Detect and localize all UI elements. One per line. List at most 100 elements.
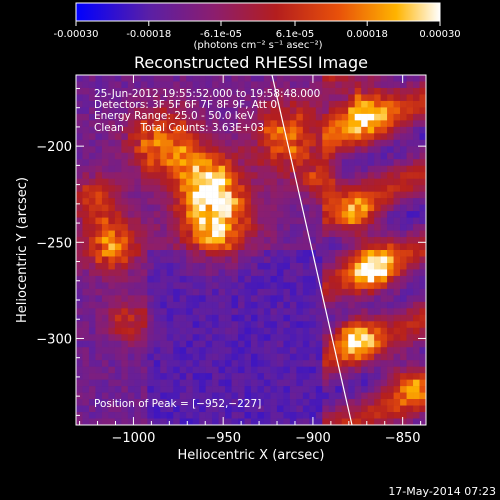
heatmap-cell bbox=[134, 321, 142, 329]
heatmap-cell bbox=[322, 243, 330, 251]
heatmap-cell bbox=[289, 81, 297, 89]
heatmap-cell bbox=[121, 87, 129, 95]
heatmap-cell bbox=[276, 334, 284, 342]
heatmap-cell bbox=[244, 379, 252, 387]
heatmap-cell bbox=[406, 308, 414, 316]
heatmap-cell bbox=[153, 191, 161, 199]
heatmap-cell bbox=[205, 269, 213, 277]
heatmap-cell bbox=[101, 360, 109, 367]
heatmap-cell bbox=[302, 185, 310, 192]
heatmap-cell bbox=[283, 262, 291, 270]
heatmap-cell bbox=[413, 165, 420, 173]
heatmap-cell bbox=[179, 87, 187, 95]
heatmap-cell bbox=[127, 295, 135, 303]
heatmap-cell bbox=[88, 87, 96, 95]
heatmap-cell bbox=[192, 288, 200, 296]
heatmap-cell bbox=[192, 353, 200, 361]
heatmap-cell bbox=[387, 256, 394, 264]
heatmap-cell bbox=[380, 399, 388, 406]
heatmap-cell bbox=[212, 327, 219, 335]
heatmap-cell bbox=[335, 347, 343, 354]
heatmap-cell bbox=[140, 327, 148, 335]
heatmap-cell bbox=[225, 250, 232, 257]
heatmap-cell bbox=[88, 347, 96, 354]
heatmap-cell bbox=[302, 75, 310, 82]
heatmap-cell bbox=[95, 321, 103, 329]
heatmap-cell bbox=[387, 269, 394, 277]
heatmap-cell bbox=[166, 269, 174, 277]
heatmap-cell bbox=[302, 340, 310, 348]
heatmap-cell bbox=[296, 327, 304, 335]
heatmap-cell bbox=[231, 250, 239, 257]
heatmap-cell bbox=[341, 256, 349, 264]
heatmap-cell bbox=[114, 379, 122, 387]
heatmap-cell bbox=[374, 282, 381, 290]
heatmap-cell bbox=[140, 133, 148, 141]
heatmap-cell bbox=[173, 120, 180, 128]
heatmap-cell bbox=[413, 172, 420, 179]
heatmap-cell bbox=[257, 269, 265, 277]
heatmap-cell bbox=[406, 360, 414, 367]
heatmap-cell bbox=[212, 347, 219, 354]
heatmap-cell bbox=[212, 243, 219, 251]
heatmap-cell bbox=[361, 178, 368, 186]
heatmap-cell bbox=[276, 262, 284, 270]
heatmap-cell bbox=[296, 178, 304, 186]
heatmap-cell bbox=[400, 392, 407, 400]
heatmap-cell bbox=[328, 250, 336, 257]
heatmap-cell bbox=[121, 133, 129, 141]
heatmap-cell bbox=[153, 152, 161, 160]
heatmap-cell bbox=[354, 133, 362, 141]
heatmap-cell bbox=[354, 87, 362, 95]
heatmap-cell bbox=[354, 418, 362, 425]
heatmap-cell bbox=[400, 133, 407, 141]
heatmap-cell bbox=[231, 288, 239, 296]
heatmap-cell bbox=[387, 159, 394, 167]
heatmap-cell bbox=[140, 386, 148, 393]
heatmap-cell bbox=[361, 327, 368, 335]
heatmap-cell bbox=[147, 314, 155, 322]
heatmap-cell bbox=[238, 256, 245, 264]
heatmap-cell bbox=[315, 327, 323, 335]
heatmap-cell bbox=[393, 133, 401, 141]
heatmap-cell bbox=[95, 146, 103, 154]
heatmap-cell bbox=[335, 224, 343, 231]
heatmap-cell bbox=[218, 386, 226, 393]
heatmap-cell bbox=[218, 282, 226, 290]
heatmap-cell bbox=[121, 262, 129, 270]
heatmap-cell bbox=[199, 334, 206, 342]
heatmap-cell bbox=[101, 146, 109, 154]
heatmap-cell bbox=[179, 152, 187, 160]
heatmap-cell bbox=[153, 250, 161, 257]
heatmap-cell bbox=[153, 405, 161, 413]
heatmap-cell bbox=[400, 217, 407, 225]
heatmap-cell bbox=[283, 133, 291, 141]
heatmap-cell bbox=[82, 373, 90, 380]
heatmap-cell bbox=[406, 237, 414, 244]
heatmap-cell bbox=[225, 217, 232, 225]
heatmap-cell bbox=[153, 321, 161, 329]
heatmap-cell bbox=[283, 139, 291, 147]
heatmap-cell bbox=[238, 107, 245, 115]
heatmap-cell bbox=[121, 366, 129, 374]
heatmap-cell bbox=[296, 360, 304, 367]
heatmap-cell bbox=[419, 191, 426, 199]
heatmap-cell bbox=[95, 230, 103, 238]
heatmap-cell bbox=[173, 392, 180, 400]
heatmap-cell bbox=[367, 379, 375, 387]
heatmap-cell bbox=[263, 366, 271, 374]
heatmap-cell bbox=[251, 178, 258, 186]
heatmap-cell bbox=[173, 152, 180, 160]
heatmap-cell bbox=[348, 295, 355, 303]
heatmap-cell bbox=[302, 399, 310, 406]
heatmap-cell bbox=[101, 347, 109, 354]
heatmap-cell bbox=[419, 204, 426, 212]
heatmap-cell bbox=[367, 172, 375, 179]
heatmap-cell bbox=[95, 178, 103, 186]
heatmap-cell bbox=[419, 256, 426, 264]
heatmap-cell bbox=[82, 399, 90, 406]
heatmap-cell bbox=[225, 172, 232, 179]
heatmap-cell bbox=[289, 107, 297, 115]
heatmap-cell bbox=[231, 405, 239, 413]
heatmap-cell bbox=[283, 321, 291, 329]
